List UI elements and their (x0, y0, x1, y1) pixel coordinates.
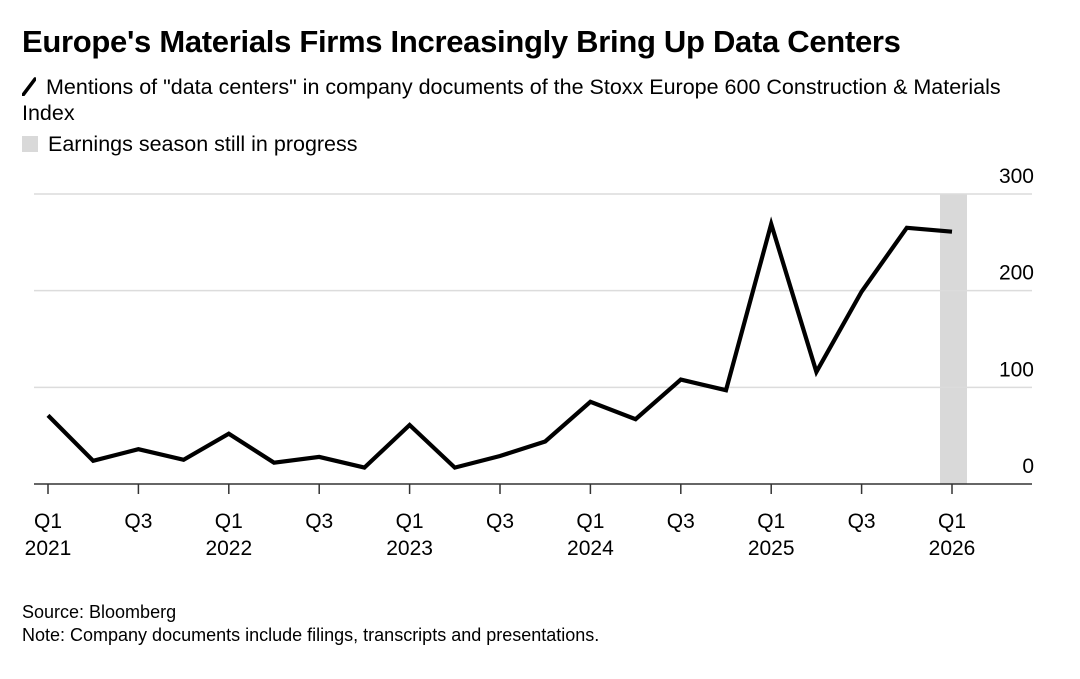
x-tick-label-quarter: Q3 (667, 510, 695, 533)
legend-series-label: Mentions of "data centers" in company do… (22, 75, 1001, 125)
x-tick-label-quarter: Q1 (576, 510, 604, 533)
x-tick-label-quarter: Q1 (396, 510, 424, 533)
x-tick-label-year: 2021 (25, 537, 72, 560)
note-text: Note: Company documents include filings,… (22, 625, 600, 645)
x-tick-label-year: 2025 (748, 537, 795, 560)
y-tick-label-200: 200 (999, 262, 1034, 285)
legend-shaded-region: Earnings season still in progress (22, 131, 358, 157)
footer: Source: Bloomberg Note: Company document… (22, 601, 599, 647)
x-tick-label-year: 2023 (386, 537, 433, 560)
y-tick-label-300: 300 (999, 165, 1034, 188)
series-line-0 (46, 216, 953, 470)
x-tick-label-quarter: Q3 (486, 510, 514, 533)
x-tick-label-quarter: Q1 (34, 510, 62, 533)
line-swatch-icon (22, 77, 36, 96)
shaded-region-earnings (940, 194, 967, 484)
x-tick-label-quarter: Q1 (757, 510, 785, 533)
x-tick-label-year: 2024 (567, 537, 614, 560)
x-tick-label-year: 2026 (929, 537, 976, 560)
shade-swatch-icon (22, 136, 38, 152)
x-tick-label-quarter: Q3 (305, 510, 333, 533)
x-tick-label-quarter: Q3 (124, 510, 152, 533)
x-tick-label-quarter: Q1 (215, 510, 243, 533)
x-tick-label-quarter: Q3 (848, 510, 876, 533)
source-text: Source: Bloomberg (22, 602, 177, 622)
chart-title: Europe's Materials Firms Increasingly Br… (22, 24, 901, 59)
y-tick-label-0: 0 (1022, 455, 1034, 478)
legend-series: Mentions of "data centers" in company do… (22, 74, 1022, 126)
x-tick-label-quarter: Q1 (938, 510, 966, 533)
legend-shade-label: Earnings season still in progress (48, 132, 358, 156)
y-tick-label-100: 100 (999, 358, 1034, 381)
x-tick-label-year: 2022 (205, 537, 252, 560)
